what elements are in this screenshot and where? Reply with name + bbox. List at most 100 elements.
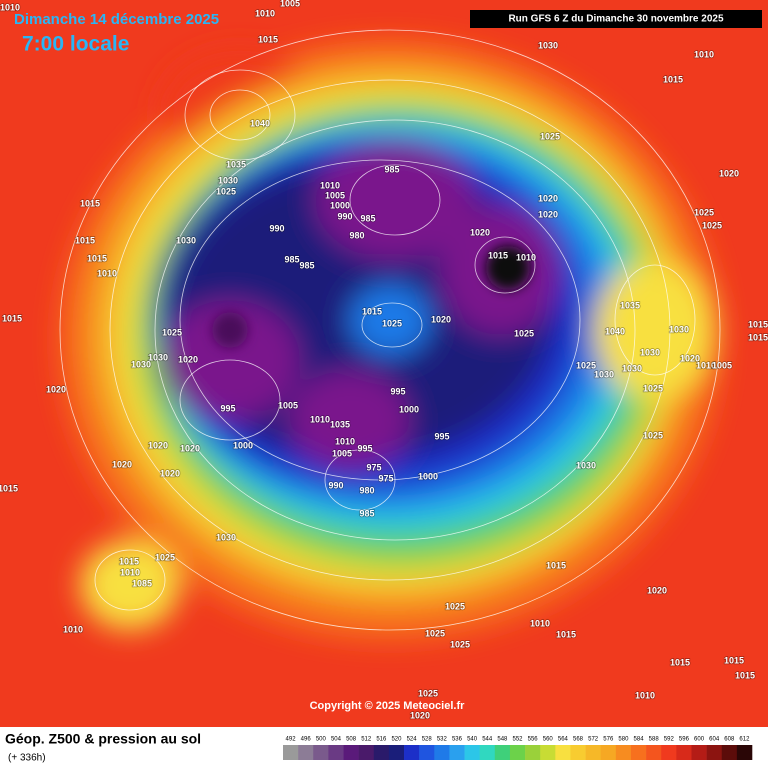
isobar-label: 1020	[160, 468, 180, 478]
isobar-label: 1010	[255, 8, 275, 18]
scale-swatch	[676, 745, 692, 760]
scale-label: 528	[422, 737, 433, 743]
scale-swatch	[298, 745, 314, 760]
scale-swatch	[283, 745, 299, 760]
scale-swatch	[555, 745, 571, 760]
isobar-label: 1015	[748, 319, 768, 329]
isobars	[59, 29, 721, 631]
scale-label: 492	[286, 737, 297, 743]
scale-swatch	[646, 745, 662, 760]
isobar-label: 1000	[330, 200, 350, 210]
isobar-label: 1020	[538, 193, 558, 203]
scale-label: 584	[634, 737, 645, 743]
isobar-label: 985	[359, 508, 374, 518]
scale-label: 612	[739, 737, 750, 743]
isobar-label: 1020	[431, 314, 451, 324]
isobar-label: 1015	[556, 629, 576, 639]
color-scale: 492 496 500 504 508 512 516 520 524 528 532 536 540 5…	[283, 737, 753, 760]
scale-label: 580	[618, 737, 629, 743]
isobar-label: 1015	[0, 483, 18, 493]
scale-label: 496	[301, 737, 312, 743]
isobar-label: 1015	[546, 560, 566, 570]
isobar-label: 1010	[120, 567, 140, 577]
isobar-label: 1025	[514, 328, 534, 338]
isobar-label: 1025	[425, 628, 445, 638]
scale-label: 544	[482, 737, 493, 743]
isobar-label: 1035	[620, 300, 640, 310]
scale-label: 524	[407, 737, 418, 743]
scale-label: 556	[528, 737, 539, 743]
scale-label: 572	[588, 737, 599, 743]
isobar-label: 1040	[605, 326, 625, 336]
scale-label: 596	[679, 737, 690, 743]
isobar-label: 1020	[470, 227, 490, 237]
scale-label: 568	[573, 737, 584, 743]
isobar-label: 1020	[538, 209, 558, 219]
scale-label: 500	[316, 737, 327, 743]
isobar-label: 995	[390, 386, 405, 396]
isobar-label: 1030	[622, 363, 642, 373]
isobar-label: 1030	[576, 460, 596, 470]
scale-label: 532	[437, 737, 448, 743]
isobar-label: 1030	[176, 235, 196, 245]
isobar-label: 1000	[233, 440, 253, 450]
isobar-label: 1010	[0, 2, 20, 12]
isobar-label: 1010	[696, 360, 716, 370]
isobar-label: 1015	[80, 198, 100, 208]
scale-label: 600	[694, 737, 705, 743]
scale-swatch	[721, 745, 738, 760]
isobar-label: 1025	[445, 601, 465, 611]
run-box	[470, 10, 762, 28]
isobar-label: 1010	[97, 268, 117, 278]
isobar-label: 1000	[418, 471, 438, 481]
isobar-label: 1035	[226, 159, 246, 169]
scale-swatch	[328, 745, 344, 760]
isobar-label: 1010	[335, 436, 355, 446]
isobar-label: 990	[337, 211, 352, 221]
scale-swatch	[479, 745, 496, 760]
isobar-label: 1025	[450, 639, 470, 649]
scale-swatch	[615, 745, 632, 760]
isobar-label: 1015	[258, 34, 278, 44]
scale-swatch	[358, 745, 375, 760]
isobar-label: 1020	[680, 353, 700, 363]
legend-title: Géop. Z500 & pression au sol	[5, 731, 201, 747]
isobar-label: 1015	[724, 655, 744, 665]
isobar-label: 1025	[216, 186, 236, 196]
isobar-label: 1005	[332, 448, 352, 458]
scale-swatch	[434, 745, 450, 760]
isobar-label: 1020	[148, 440, 168, 450]
scale-swatch	[736, 745, 753, 760]
isobar-label: 1020	[46, 384, 66, 394]
scale-swatch	[404, 745, 420, 760]
isobar-label: 1015	[87, 253, 107, 263]
scale-label: 508	[346, 737, 357, 743]
isobar-label: 995	[220, 403, 235, 413]
run-info: Run GFS 6 Z du Dimanche 30 novembre 2025	[508, 14, 724, 25]
isobar-label: 1015	[663, 74, 683, 84]
isobar-label: 1040	[250, 118, 270, 128]
isobar-label: 990	[328, 480, 343, 490]
forecast-date: Dimanche 14 décembre 2025	[14, 11, 219, 28]
isobar-label: 1030	[594, 369, 614, 379]
isobar-label: 1015	[75, 235, 95, 245]
isobar-label: 1015	[488, 250, 508, 260]
isobar-label: 1025	[643, 430, 663, 440]
isobar-label: 1085	[132, 578, 152, 588]
isobar-label: 1030	[131, 359, 151, 369]
isobar-label: 1015	[735, 670, 755, 680]
scale-label: 588	[649, 737, 660, 743]
scale-swatch	[388, 745, 405, 760]
isobar-label: 1025	[155, 552, 175, 562]
scale-swatch	[419, 745, 435, 760]
isobar-label: 1025	[540, 131, 560, 141]
scale-swatch	[706, 745, 723, 760]
forecast-time: 7:00 locale	[22, 33, 129, 56]
scale-swatch	[630, 745, 647, 760]
isobar-label: 1015	[119, 556, 139, 566]
isobar-label: 1025	[576, 360, 596, 370]
scale-swatch	[464, 745, 480, 760]
scale-label: 512	[361, 737, 372, 743]
scale-label: 536	[452, 737, 463, 743]
